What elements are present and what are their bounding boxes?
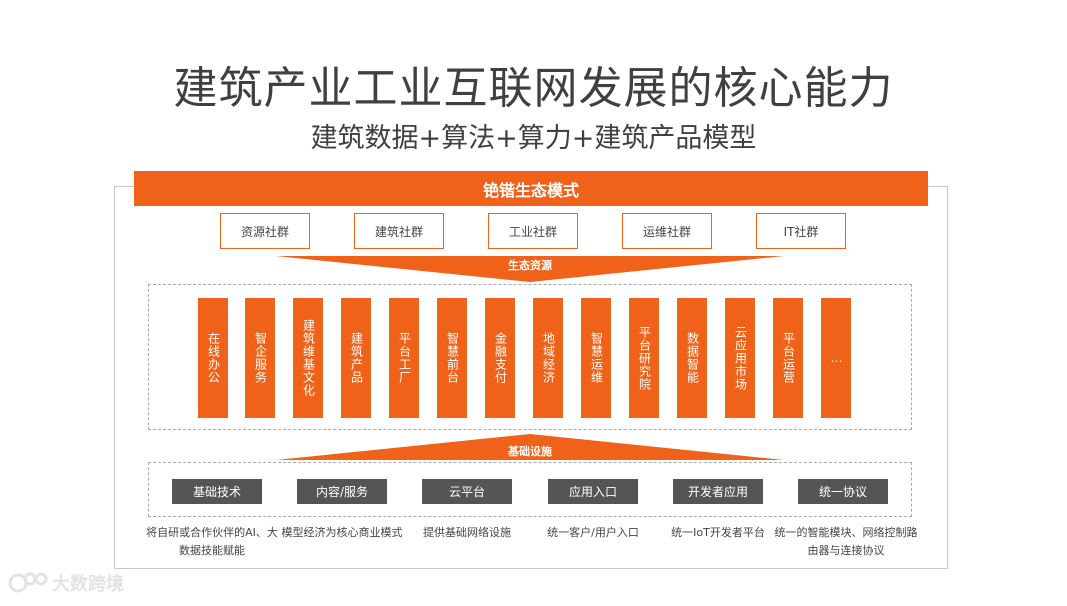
pillar-platform-institute: 平台研究院 [629,298,659,418]
community-operations: 运维社群 [622,213,712,249]
pillar-container [148,284,912,430]
pillar-wiki-culture: 建筑维基文化 [293,298,323,418]
pillar-online-office: 在线办公 [198,298,228,418]
watermark: 大数跨境 [8,570,124,596]
eco-resource-arrow: 生态资源 [276,256,784,282]
watermark-logo-icon [8,572,48,593]
eco-resource-label: 生态资源 [508,259,552,272]
infra-cloud-platform: 云平台 [422,479,512,504]
pillar-platform-operation: 平台运营 [773,298,803,418]
community-it: IT社群 [756,213,846,249]
watermark-text: 大数跨境 [52,574,124,595]
infra-content-service: 内容/服务 [297,479,387,504]
infra-developer-app: 开发者应用 [673,479,763,504]
down-arrow-icon [276,256,784,282]
infra-unified-protocol-desc: 统一的智能模块、网络控制路由器与连接协议 [774,526,918,557]
pillar-smart-frontdesk: 智慧前台 [437,298,467,418]
community-construction: 建筑社群 [354,213,444,249]
infrastructure-arrow: 基础设施 [276,434,784,460]
infrastructure-label: 基础设施 [508,445,552,458]
community-industrial: 工业社群 [488,213,578,249]
pillar-building-products: 建筑产品 [341,298,371,418]
infra-cloud-platform-desc: 提供基础网络设施 [423,526,511,539]
infra-app-entry-desc: 统一客户/用户入口 [547,526,639,539]
infra-basic-tech: 基础技术 [172,479,262,504]
pillar-regional-economy: 地域经济 [533,298,563,418]
pillar-cloud-app-market: 云应用市场 [725,298,755,418]
pillar-more: … [821,298,851,418]
pillar-data-intelligence: 数据智能 [677,298,707,418]
pillar-smart-enterprise: 智企服务 [245,298,275,418]
infra-app-entry: 应用入口 [548,479,638,504]
pillar-smart-operations: 智慧运维 [581,298,611,418]
ecosystem-header-bar: 铯锴生态模式 [134,171,928,206]
up-arrow-icon [276,434,784,460]
page-title: 建筑产业工业互联网发展的核心能力 [173,63,894,114]
community-resource: 资源社群 [220,213,310,249]
infra-unified-protocol: 统一协议 [798,479,888,504]
infrastructure-container [148,462,912,517]
infra-basic-tech-desc: 将自研或合作伙伴的AI、大数据技能赋能 [146,526,278,557]
infra-content-service-desc: 模型经济为核心商业模式 [281,526,403,539]
infra-developer-app-desc: 统一IoT开发者平台 [671,526,765,539]
pillar-finance-payment: 金融支付 [485,298,515,418]
page-subtitle: 建筑数据+算法+算力+建筑产品模型 [310,123,757,154]
pillar-platform-factory: 平台工厂 [389,298,419,418]
